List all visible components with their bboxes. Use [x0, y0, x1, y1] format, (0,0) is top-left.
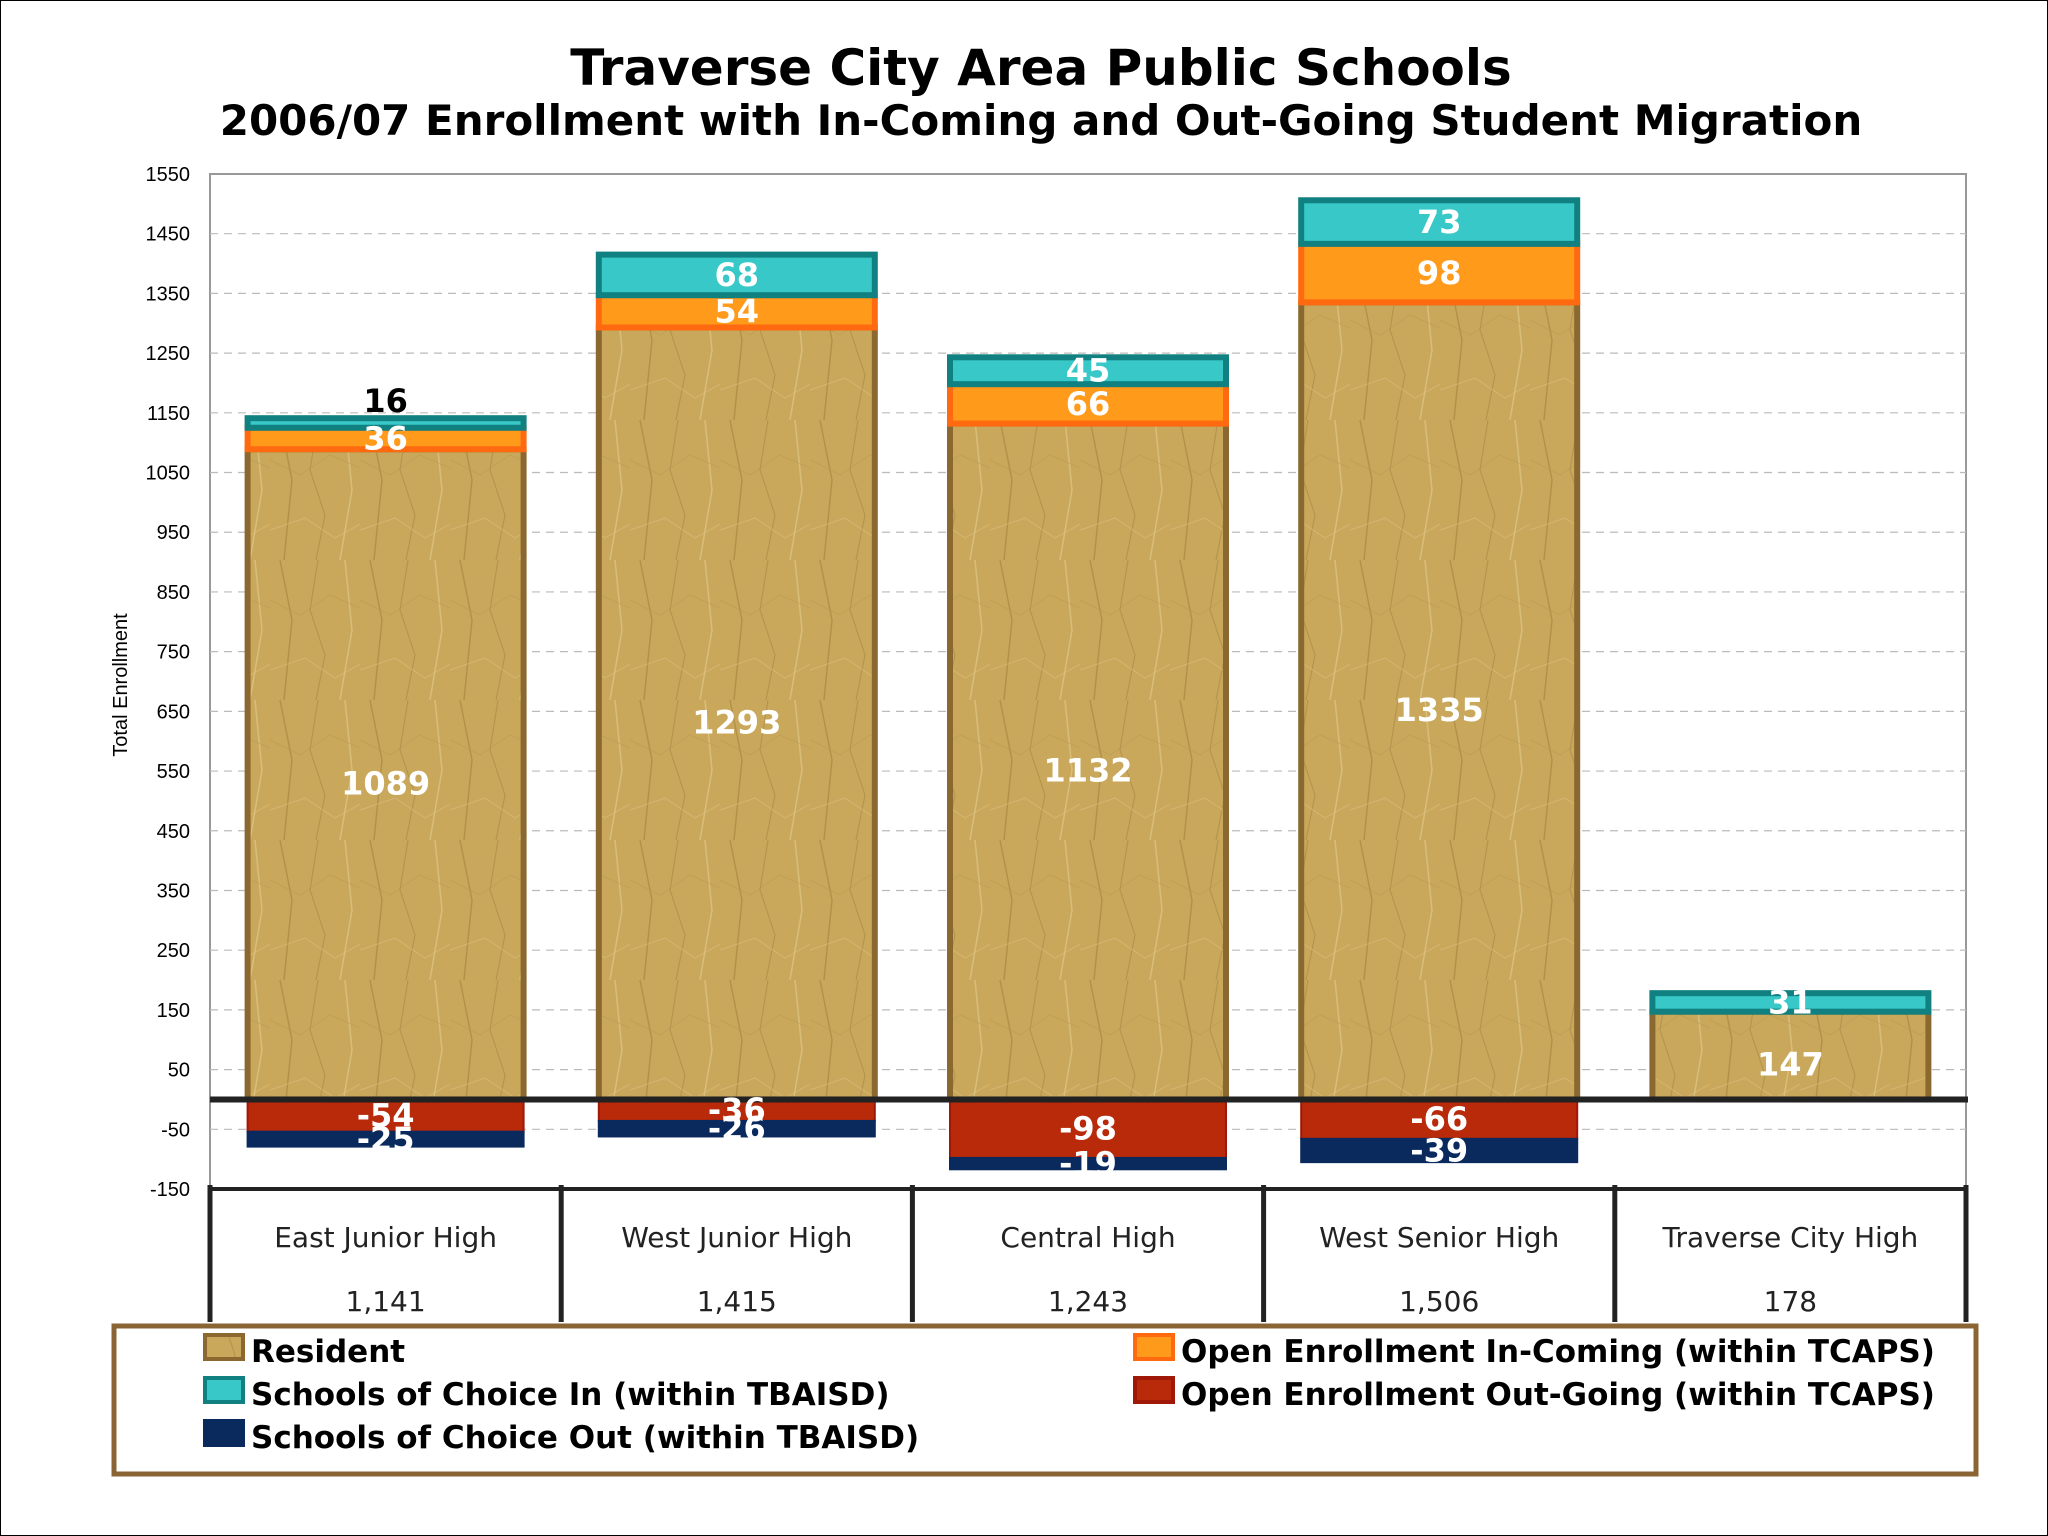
- y-tick-label: 1450: [146, 224, 191, 246]
- data-label-open-enrollment-in-coming-within-tcaps-west-senior-high: 98: [1417, 254, 1462, 292]
- data-label-open-enrollment-in-coming-within-tcaps-central-high: 66: [1066, 385, 1111, 423]
- data-label-resident-west-senior-high: 1335: [1395, 691, 1484, 729]
- bar-open-enrollment-out-going-within-tcaps-east-junior-high: [246, 1098, 525, 1133]
- legend-label-schools-of-choice-out-within-tbaisd: Schools of Choice Out (within TBAISD): [251, 1420, 919, 1456]
- legend-label-resident: Resident: [251, 1334, 405, 1370]
- category-label-west-junior-high: West Junior High: [621, 1221, 852, 1254]
- category-label-west-senior-high: West Senior High: [1319, 1221, 1559, 1254]
- legend: Resident Open Enrollment In-Coming (withi…: [111, 1323, 1979, 1477]
- legend-box: [111, 1323, 1979, 1477]
- data-label-resident-east-junior-high: 1089: [341, 764, 430, 802]
- bar-schools-of-choice-in-within-tbaisd-west-junior-high: [595, 251, 878, 299]
- bar-resident-central-high: [947, 420, 1229, 1103]
- data-label-schools-of-choice-in-within-tbaisd-west-junior-high: 68: [715, 256, 760, 294]
- data-label-schools-of-choice-out-within-tbaisd-central-high: -19: [1059, 1145, 1117, 1183]
- y-tick-label: 350: [157, 880, 190, 902]
- data-label-schools-of-choice-out-within-tbaisd-west-senior-high: -39: [1410, 1131, 1468, 1169]
- chart-title: Traverse City Area Public Schools: [570, 39, 1512, 97]
- legend-label-schools-of-choice-in-within-tbaisd: Schools of Choice In (within TBAISD): [251, 1377, 889, 1413]
- bar-resident-east-junior-high: [244, 446, 527, 1103]
- data-label-resident-traverse-city-high: 147: [1757, 1046, 1824, 1084]
- data-label-open-enrollment-out-going-within-tcaps-west-senior-high: -66: [1410, 1100, 1468, 1138]
- data-label-resident-central-high: 1132: [1043, 752, 1132, 790]
- legend-swatch-schools-of-choice-in-within-tbaisd: [203, 1376, 245, 1404]
- y-tick-label: 1350: [146, 283, 191, 305]
- category-total-west-senior-high: 1,506: [1399, 1285, 1479, 1318]
- bar-schools-of-choice-in-within-tbaisd-central-high: [947, 354, 1229, 388]
- data-label-open-enrollment-out-going-within-tcaps-east-junior-high: -54: [357, 1097, 415, 1135]
- bar-schools-of-choice-in-within-tbaisd-west-senior-high: [1298, 197, 1581, 247]
- data-label-open-enrollment-in-coming-within-tcaps-west-junior-high: 54: [715, 292, 760, 330]
- data-label-open-enrollment-out-going-within-tcaps-west-junior-high: -36: [708, 1091, 766, 1129]
- legend-label-open-enrollment-out-going-within-tcaps: Open Enrollment Out-Going (within TCAPS): [1181, 1377, 1935, 1413]
- data-label-schools-of-choice-in-within-tbaisd-traverse-city-high: 31: [1768, 983, 1813, 1021]
- category-total-west-junior-high: 1,415: [697, 1285, 777, 1318]
- legend-swatch-open-enrollment-in-coming-within-tcaps: [1133, 1333, 1175, 1361]
- category-total-traverse-city-high: 178: [1764, 1285, 1817, 1318]
- legend-swatch-schools-of-choice-out-within-tbaisd: [203, 1419, 245, 1447]
- y-tick-label: 750: [157, 642, 190, 664]
- y-tick-label: -150: [150, 1179, 190, 1201]
- data-label-schools-of-choice-out-within-tbaisd-west-junior-high: -26: [708, 1110, 766, 1148]
- category-label-east-junior-high: East Junior High: [274, 1221, 497, 1254]
- category-total-east-junior-high: 1,141: [346, 1285, 426, 1318]
- data-label-schools-of-choice-in-within-tbaisd-central-high: 45: [1066, 352, 1111, 390]
- y-tick-label: 850: [157, 582, 190, 604]
- data-label-open-enrollment-in-coming-within-tcaps-east-junior-high: 36: [363, 419, 408, 457]
- bar-schools-of-choice-out-within-tbaisd-central-high: [949, 1156, 1227, 1171]
- y-tick-label: 650: [157, 701, 190, 723]
- y-tick-label: 950: [157, 522, 190, 544]
- y-tick-label: 150: [157, 1000, 190, 1022]
- y-tick-label: 1150: [147, 403, 190, 425]
- chart-subtitle: 2006/07 Enrollment with In-Coming and Ou…: [220, 96, 1863, 145]
- category-label-traverse-city-high: Traverse City High: [1661, 1221, 1918, 1254]
- data-labels: 10893616-54-2512935468-36-2611326645-98-…: [341, 203, 1824, 1183]
- legend-label-open-enrollment-in-coming-within-tcaps: Open Enrollment In-Coming (within TCAPS): [1181, 1334, 1935, 1370]
- data-label-open-enrollment-out-going-within-tcaps-central-high: -98: [1059, 1110, 1117, 1148]
- bar-schools-of-choice-in-within-tbaisd-east-junior-high: [244, 415, 527, 431]
- y-tick-label: 1550: [146, 164, 191, 186]
- y-tick-label: 450: [157, 821, 190, 843]
- y-axis-ticks: 1550 1450 1350 1250 1150 1050 950 850 750 650 550 4…: [146, 164, 191, 1201]
- data-label-schools-of-choice-in-within-tbaisd-west-senior-high: 73: [1417, 203, 1462, 241]
- category-label-central-high: Central High: [1000, 1221, 1175, 1254]
- bar-schools-of-choice-out-within-tbaisd-west-senior-high: [1300, 1137, 1579, 1164]
- bar-schools-of-choice-out-within-tbaisd-west-junior-high: [597, 1119, 876, 1138]
- bar-schools-of-choice-in-within-tbaisd-traverse-city-high: [1649, 990, 1932, 1015]
- y-tick-label: 250: [157, 940, 190, 962]
- y-tick-label: -50: [161, 1119, 190, 1141]
- bars: [210, 197, 1968, 1171]
- y-axis-label: Total Enrollment: [110, 613, 132, 757]
- data-label-schools-of-choice-out-within-tbaisd-east-junior-high: -25: [357, 1120, 415, 1158]
- data-label-schools-of-choice-in-within-tbaisd-east-junior-high: 16: [363, 382, 408, 420]
- bar-resident-west-senior-high: [1298, 299, 1581, 1103]
- y-tick-label: 1050: [146, 463, 191, 485]
- data-label-resident-west-junior-high: 1293: [692, 703, 781, 741]
- y-tick-label: 50: [168, 1060, 190, 1082]
- category-table: East Junior High 1,141 West Junior High 1,4…: [207, 1185, 1969, 1322]
- y-tick-label: 1250: [146, 343, 191, 365]
- category-total-central-high: 1,243: [1048, 1285, 1128, 1318]
- bar-schools-of-choice-out-within-tbaisd-east-junior-high: [246, 1130, 525, 1148]
- legend-swatch-open-enrollment-out-going-within-tcaps: [1133, 1376, 1175, 1404]
- legend-swatch-resident: [203, 1333, 245, 1361]
- y-tick-label: 550: [157, 761, 190, 783]
